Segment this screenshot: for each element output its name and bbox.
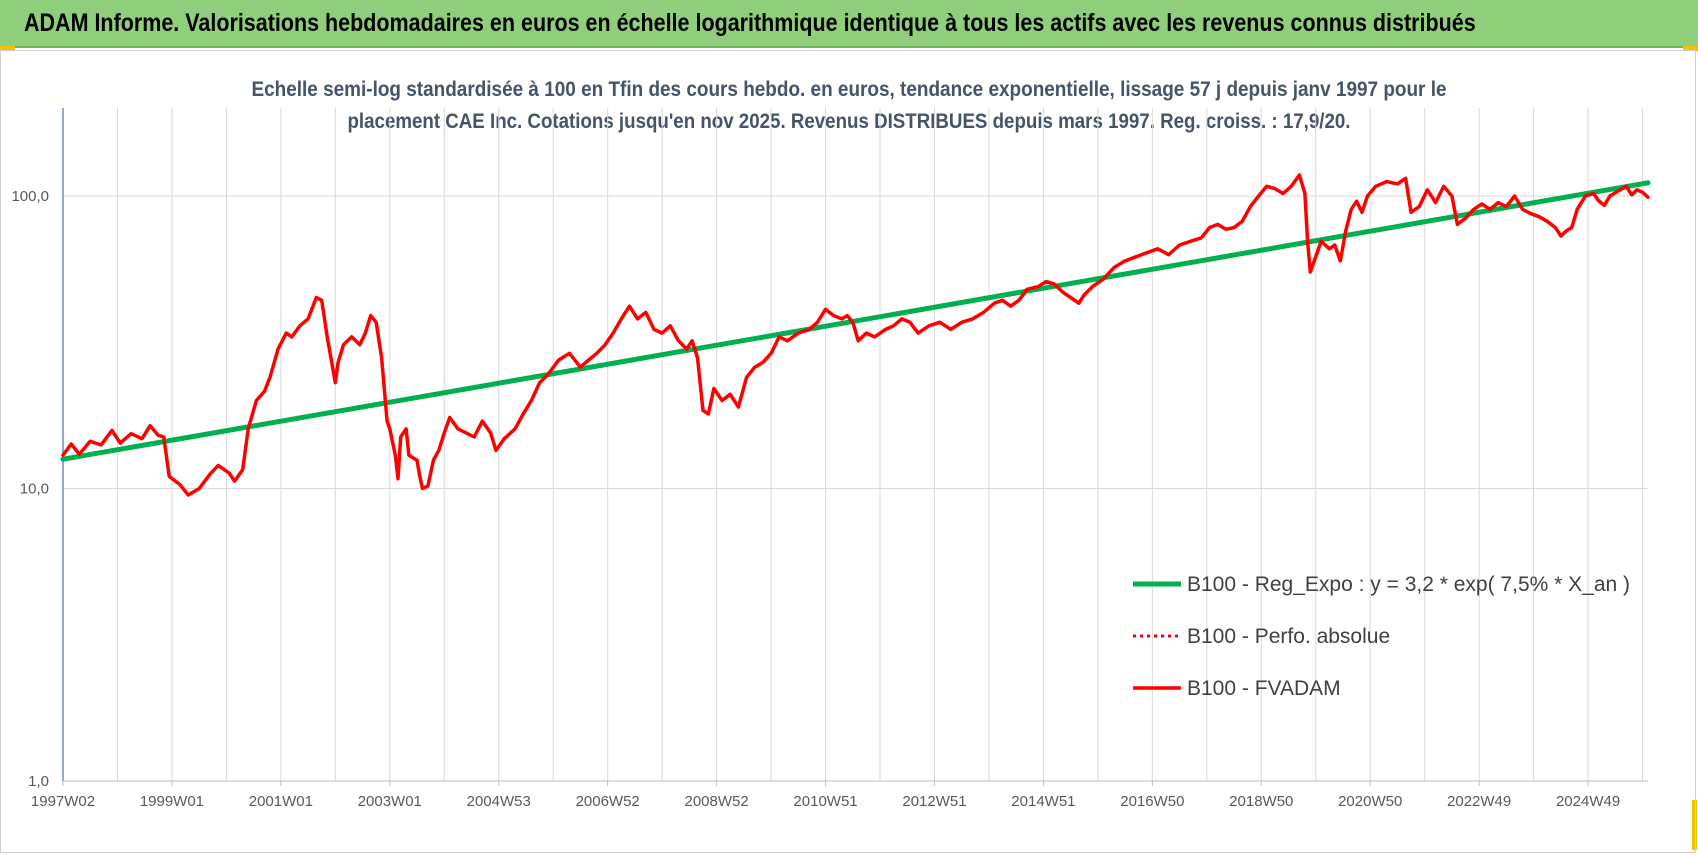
- y-tick-label: 100,0: [11, 188, 49, 205]
- title-banner: ADAM Informe. Valorisations hebdomadaire…: [0, 0, 1698, 48]
- series-line-2: [61, 173, 1650, 497]
- x-tick-label: 1999W01: [140, 793, 204, 810]
- x-tick-label: 2014W51: [1011, 793, 1075, 810]
- x-tick-label: 2006W52: [576, 793, 640, 810]
- x-tick-label: 2004W53: [467, 793, 531, 810]
- chart-subtitle-line-1: Echelle semi-log standardisée à 100 en T…: [252, 78, 1447, 101]
- legend-label-0: B100 - Reg_Expo : y = 3,2 * exp( 7,5% * …: [1187, 573, 1630, 596]
- x-tick-label: 1997W02: [31, 793, 95, 810]
- x-tick-label: 2016W50: [1120, 793, 1184, 810]
- x-tick-label: 2020W50: [1338, 793, 1402, 810]
- x-tick-label: 2024W49: [1556, 793, 1620, 810]
- banner-title: ADAM Informe. Valorisations hebdomadaire…: [24, 9, 1476, 37]
- plot-area: [60, 173, 1651, 497]
- x-tick-label: 2018W50: [1229, 793, 1293, 810]
- chart-frame: [0, 50, 1696, 853]
- y-tick-label: 1,0: [28, 773, 49, 790]
- series-line-0: [60, 180, 1651, 462]
- x-tick-label: 2010W51: [793, 793, 857, 810]
- legend: B100 - Reg_Expo : y = 3,2 * exp( 7,5% * …: [1133, 573, 1630, 700]
- x-tick-label: 2022W49: [1447, 793, 1511, 810]
- chart-subtitle-line-2: placement CAE Inc. Cotations jusqu'en no…: [348, 110, 1351, 133]
- legend-label-1: B100 - Perfo. absolue: [1187, 625, 1390, 648]
- corner-accent-top-left: [0, 46, 15, 51]
- corner-accent-top-right: [1683, 46, 1698, 51]
- x-tick-label: 2008W52: [684, 793, 748, 810]
- corner-accent-bottom-right: [1692, 800, 1697, 850]
- x-tick-label: 2001W01: [249, 793, 313, 810]
- x-tick-label: 2003W01: [358, 793, 422, 810]
- chart-subtitle: Echelle semi-log standardisée à 100 en T…: [252, 78, 1447, 133]
- x-tick-label: 2012W51: [902, 793, 966, 810]
- y-tick-label: 10,0: [20, 481, 49, 498]
- legend-label-2: B100 - FVADAM: [1187, 677, 1341, 700]
- axes: 1,0 10,0 100,0 1997W02 1999W01 2001W01 2003W01…: [11, 108, 1648, 810]
